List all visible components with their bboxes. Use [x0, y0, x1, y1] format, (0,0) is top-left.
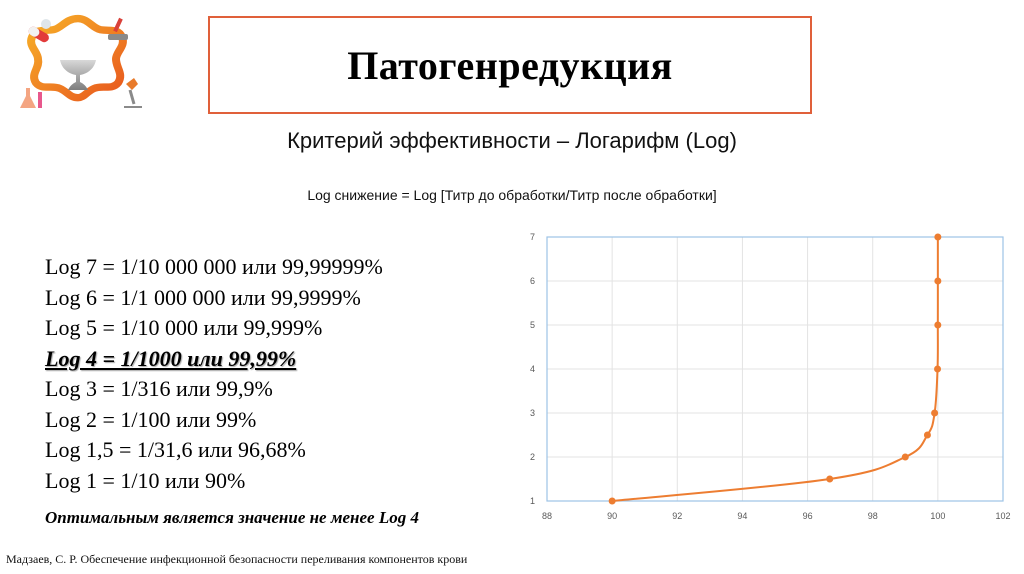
x-tick-label: 92 — [672, 511, 682, 521]
x-tick-label: 88 — [542, 511, 552, 521]
y-tick-label: 6 — [530, 276, 535, 286]
log-row-3: Log 3 = 1/316 или 99,9% — [45, 376, 273, 401]
log-reduction-formula: Log снижение = Log [Титр до обработки/Ти… — [307, 187, 717, 203]
plot-area-border — [546, 236, 1004, 502]
x-tick-label: 94 — [737, 511, 747, 521]
log-row-1-5: Log 1,5 = 1/31,6 или 96,68% — [45, 437, 306, 462]
pill-icon — [28, 19, 51, 43]
chalice-icon — [60, 60, 96, 90]
x-tick-label: 98 — [868, 511, 878, 521]
logo — [8, 8, 148, 113]
microscope-icon — [124, 78, 142, 108]
log-row-4-highlighted: Log 4 = 1/1000 или 99,99% — [45, 345, 297, 371]
log-row-6: Log 6 = 1/1 000 000 или 99,9999% — [45, 284, 361, 310]
log-row-1: Log 1 = 1/10 или 90% — [45, 467, 246, 493]
series-line — [612, 236, 939, 502]
y-tick-label: 7 — [530, 232, 535, 242]
y-tick-label: 2 — [530, 452, 535, 462]
conclusion-text: Оптимальным является значение не менее L… — [45, 508, 419, 527]
syringe-icon — [108, 17, 128, 40]
log-reduction-chart: 88 90 92 94 96 98 100 102 1 2 3 4 5 6 7 — [510, 225, 1024, 530]
flask-icon — [20, 88, 42, 108]
chart-canvas: 88 90 92 94 96 98 100 102 1 2 3 4 5 6 7 — [530, 232, 1011, 521]
data-point-marker — [934, 321, 942, 329]
title-box: Патогенредукция — [208, 16, 812, 114]
data-point-marker — [826, 475, 834, 483]
x-tick-label: 102 — [995, 511, 1010, 521]
data-point-marker — [608, 497, 616, 505]
data-point-marker — [901, 453, 909, 461]
x-tick-label: 100 — [930, 511, 945, 521]
data-point-marker — [934, 365, 942, 373]
log-values-list: Log 7 = 1/10 000 000 или 99,99999% Log 6… — [45, 252, 383, 496]
y-tick-label: 1 — [530, 496, 535, 506]
log-row-5: Log 5 = 1/10 000 или 99,999% — [45, 315, 323, 340]
x-tick-label: 90 — [607, 511, 617, 521]
log-row-7: Log 7 = 1/10 000 000 или 99,99999% — [45, 254, 383, 279]
log-row-2: Log 2 = 1/100 или 99% — [45, 406, 257, 432]
page-title: Патогенредукция — [347, 42, 673, 88]
y-tick-label: 3 — [530, 408, 535, 418]
data-point-marker — [934, 233, 942, 241]
data-point-marker — [934, 277, 942, 285]
subtitle: Критерий эффективности – Логарифм (Log) — [287, 128, 737, 153]
data-point-marker — [923, 431, 931, 439]
y-tick-label: 4 — [530, 364, 535, 374]
data-point-marker — [931, 409, 939, 417]
citation-footer: Мадзаев, С. Р. Обеспечение инфекционной … — [6, 552, 468, 566]
y-tick-label: 5 — [530, 320, 535, 330]
x-tick-label: 96 — [803, 511, 813, 521]
